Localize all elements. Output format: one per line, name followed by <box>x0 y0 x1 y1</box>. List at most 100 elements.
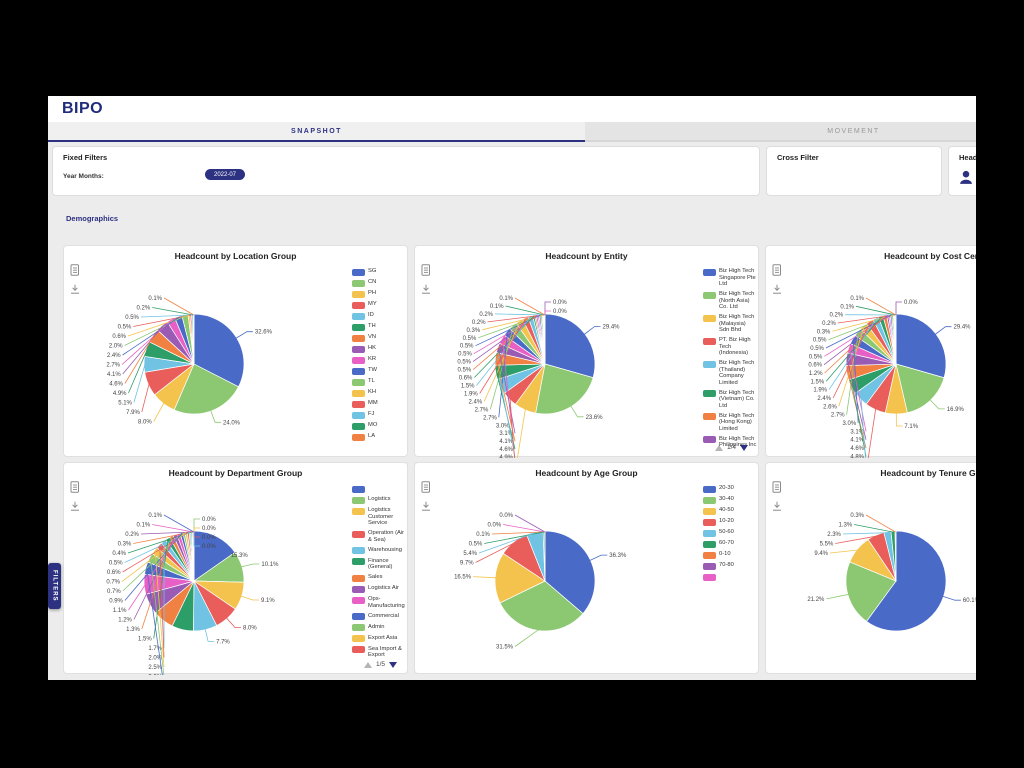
legend-item[interactable]: PH <box>352 290 406 298</box>
legend-item[interactable]: CN <box>352 279 406 287</box>
legend-item[interactable]: Logistics Customer Service <box>352 507 406 527</box>
legend-item[interactable]: ID <box>352 312 406 320</box>
legend-item[interactable]: 50-60 <box>703 529 757 537</box>
legend-swatch <box>703 314 716 322</box>
legend-item[interactable]: Export Asia <box>352 635 406 642</box>
legend-item[interactable]: Biz High Tech (Malaysia) Sdn Bhd <box>703 314 757 334</box>
pie-label: 2.0% <box>109 344 123 350</box>
legend-page-down[interactable] <box>740 444 748 451</box>
legend-label: Biz High Tech (North Asia) Co. Ltd <box>719 291 755 310</box>
legend-item[interactable]: 70-80 <box>703 562 757 570</box>
download-icon[interactable] <box>772 284 782 295</box>
legend-item[interactable]: 30-40 <box>703 496 757 504</box>
legend-item[interactable]: Finance (General) <box>352 558 406 571</box>
legend-item[interactable]: VN <box>352 334 406 342</box>
legend-item[interactable]: Biz High Tech (North Asia) Co. Ltd <box>703 291 757 311</box>
pie-slice[interactable] <box>499 580 584 632</box>
tab-snapshot[interactable]: SNAPSHOT <box>48 122 585 142</box>
legend-page-up[interactable] <box>363 661 372 668</box>
label-leader-line <box>589 554 608 561</box>
data-table-icon[interactable] <box>70 264 80 276</box>
legend-item[interactable]: 40-50 <box>703 507 757 515</box>
legend-item[interactable]: MO <box>352 422 406 430</box>
legend-item[interactable]: KH <box>352 389 406 397</box>
pie-label: 0.0% <box>202 544 216 550</box>
label-leader-line <box>133 535 176 620</box>
legend-label: Biz High Tech Philippines Inc <box>719 435 757 449</box>
legend-swatch <box>703 413 716 420</box>
legend-item[interactable]: KR <box>352 356 406 364</box>
filters-button[interactable]: FILTERS <box>48 563 61 609</box>
legend-item[interactable]: Sales <box>352 574 406 582</box>
pie-label: 4.1% <box>850 438 864 444</box>
data-table-icon[interactable] <box>421 264 431 276</box>
pie-label: 3.0% <box>148 675 162 676</box>
legend-item[interactable] <box>352 485 406 493</box>
label-leader-line <box>855 305 896 316</box>
legend-label: MO <box>368 422 378 428</box>
legend-item[interactable]: Logistics Air <box>352 585 406 593</box>
tab-movement[interactable]: MOVEMENT <box>585 122 976 142</box>
legend-item[interactable]: Warehousing <box>352 547 406 554</box>
legend-label: KH <box>368 389 377 395</box>
legend-item[interactable]: TH <box>352 323 406 331</box>
pie-label: 0.2% <box>472 320 486 326</box>
legend-item[interactable]: Operation (Air & Sea) <box>352 530 406 543</box>
pie-chart: 0.0% 0.0% 29.4% 23.6% 0.1% 0.1% 0.2% 0.2% 0.3% 0.… <box>457 296 620 458</box>
legend-item[interactable]: FJ <box>352 411 406 419</box>
download-icon[interactable] <box>70 284 80 295</box>
legend-item[interactable]: Biz High Tech Singapore Pte Ltd <box>703 268 757 288</box>
legend-item[interactable]: Admin <box>352 624 406 631</box>
legend-label: 40-50 <box>719 507 734 513</box>
label-leader-line <box>837 314 895 324</box>
legend-item[interactable]: Biz High Tech (Thailand) Company Limited <box>703 360 757 386</box>
legend-item[interactable]: TL <box>352 378 406 386</box>
legend-item[interactable]: Ops-Manufacturing <box>352 596 406 609</box>
app-window: BIPO SNAPSHOT MOVEMENT Fixed Filters Yea… <box>48 96 976 680</box>
data-table-icon[interactable] <box>772 264 782 276</box>
pie-slice[interactable] <box>894 530 897 582</box>
label-leader-line <box>153 402 165 422</box>
legend-label: TL <box>368 378 375 384</box>
pie-label: 1.2% <box>809 371 823 377</box>
legend-item[interactable]: 20-30 <box>703 485 757 493</box>
legend-item[interactable]: 10-20 <box>703 518 757 526</box>
legend-swatch <box>352 585 365 593</box>
legend-item[interactable]: Logistics <box>352 496 406 504</box>
legend-item[interactable]: Commercial <box>352 613 406 620</box>
legend-swatch <box>703 496 716 504</box>
pie-slice[interactable] <box>193 530 236 582</box>
legend-item[interactable]: MM <box>352 400 406 408</box>
legend-item[interactable]: PT. Biz High Tech (Indonesia) <box>703 337 757 357</box>
data-table-icon[interactable] <box>772 481 782 493</box>
data-table-icon[interactable] <box>70 481 80 493</box>
data-table-icon[interactable] <box>421 481 431 493</box>
pie-label: 1.3% <box>126 627 140 633</box>
legend-item[interactable]: 60-70 <box>703 540 757 548</box>
download-icon[interactable] <box>421 501 431 512</box>
legend-item[interactable]: HK <box>352 345 406 353</box>
year-months-chip[interactable]: 2022-07 <box>205 169 246 180</box>
legend-swatch <box>352 411 365 419</box>
legend-item[interactable]: LA <box>352 433 406 441</box>
legend-page-down[interactable] <box>389 661 397 668</box>
legend-item[interactable]: TW <box>352 367 406 375</box>
legend-item[interactable]: Sea Import & Export <box>352 646 406 659</box>
label-leader-line <box>472 315 538 362</box>
legend-item[interactable]: Biz High Tech (Hong Kong) Limited <box>703 413 757 433</box>
download-icon[interactable] <box>421 284 431 295</box>
legend-item[interactable]: Biz High Tech (Vietnam) Co. Ltd <box>703 390 757 410</box>
legend-item[interactable]: 0-10 <box>703 551 757 559</box>
legend-item[interactable]: MY <box>352 301 406 309</box>
legend-swatch <box>352 613 365 620</box>
legend-item[interactable] <box>703 573 757 581</box>
download-icon[interactable] <box>70 501 80 512</box>
legend-page-up[interactable] <box>714 444 723 451</box>
label-leader-line <box>484 531 544 544</box>
label-leader-line <box>852 386 867 457</box>
pie-label: 2.4% <box>817 396 831 402</box>
legend-item[interactable]: Biz High Tech Philippines Inc <box>703 436 757 449</box>
download-icon[interactable] <box>772 501 782 512</box>
legend-item[interactable]: SG <box>352 268 406 276</box>
